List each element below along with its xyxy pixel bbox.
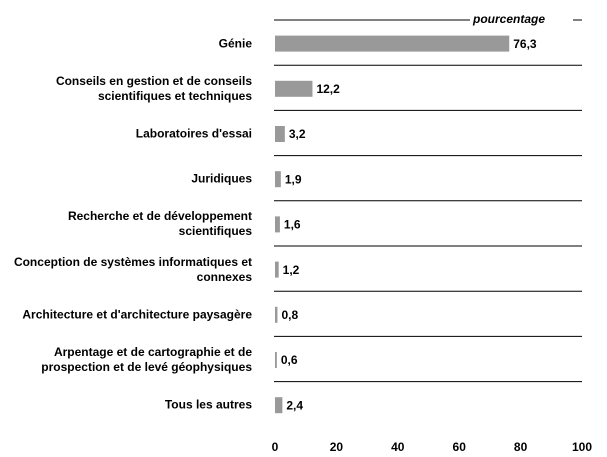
- value-label: 1,6: [284, 218, 301, 232]
- bar: [275, 171, 281, 188]
- bar: [275, 126, 285, 142]
- category-label: Arpentage et de cartographie et de prosp…: [41, 345, 252, 374]
- category-label: Laboratoires d'essai: [135, 126, 252, 141]
- bar: [275, 80, 313, 97]
- value-label: 76,3: [513, 37, 537, 51]
- value-label: 0,8: [281, 308, 298, 322]
- x-tick-label: 20: [330, 440, 344, 454]
- category-label: Tous les autres: [164, 397, 252, 412]
- category-label: Conseils en gestion et de conseils scien…: [55, 73, 252, 103]
- value-label: 0,6: [281, 353, 298, 367]
- value-label: 1,2: [283, 263, 300, 277]
- category-label: Juridiques: [191, 171, 252, 186]
- value-label: 2,4: [286, 398, 303, 412]
- bar: [275, 352, 277, 368]
- bar: [275, 306, 278, 323]
- bar: [275, 261, 279, 278]
- x-tick-label: 0: [272, 440, 279, 454]
- x-tick-label: 40: [391, 440, 405, 454]
- bar: [275, 35, 510, 52]
- value-label: 12,2: [316, 82, 340, 96]
- x-tick-label: 100: [572, 440, 592, 454]
- x-tick-label: 60: [453, 440, 467, 454]
- value-label: 1,9: [285, 172, 302, 186]
- category-label: Génie: [218, 36, 252, 51]
- category-label: Recherche et de développement scientifiq…: [67, 209, 252, 239]
- x-axis-label: pourcentage: [472, 12, 545, 26]
- bar: [275, 216, 280, 233]
- category-label: Conception de systèmes informatiques et …: [13, 254, 252, 284]
- x-tick-label: 80: [514, 440, 528, 454]
- value-label: 3,2: [289, 127, 306, 141]
- bar: [275, 397, 283, 414]
- category-label: Architecture et d'architecture paysagère: [22, 307, 252, 322]
